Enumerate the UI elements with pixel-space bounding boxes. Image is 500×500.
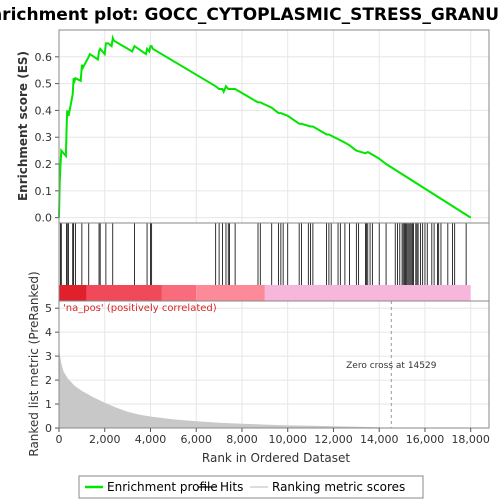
metric-tick-label: 1	[45, 398, 52, 411]
metric-tick-label: 3	[45, 350, 52, 363]
x-axis-label: Rank in Ordered Dataset	[202, 451, 350, 465]
ranking-color-bar	[59, 285, 471, 301]
es-y-label: Enrichment score (ES)	[16, 51, 30, 201]
x-tick-label: 16,000	[406, 433, 445, 446]
color-bar-segment	[161, 285, 197, 301]
es-tick-label: 0.5	[35, 78, 53, 91]
zero-cross-annotation: Zero cross at 14529	[346, 361, 437, 371]
metric-y-label: Ranked list metric (PreRanked)	[27, 271, 41, 456]
es-y-ticks: 0.0 0.1 0.2 0.3 0.4 0.5 0.6	[35, 51, 59, 225]
es-tick-label: 0.2	[35, 158, 53, 171]
metric-tick-label: 2	[45, 374, 52, 387]
es-gridlines	[58, 30, 489, 223]
metric-y-ticks: 0 1 2 3 4 5	[45, 302, 59, 435]
color-bar-segment	[264, 285, 471, 301]
metric-tick-label: 5	[45, 302, 52, 315]
x-tick-label: 12,000	[314, 433, 353, 446]
hits-panel	[58, 222, 490, 302]
metric-tick-label: 4	[45, 326, 52, 339]
es-tick-label: 0.4	[35, 104, 53, 117]
x-tick-label: 14,000	[360, 433, 399, 446]
x-tick-label: 6,000	[180, 433, 212, 446]
legend: Enrichment profile Hits Ranking metric sco…	[78, 475, 424, 499]
es-tick-label: 0.3	[35, 131, 53, 144]
metric-tick-label: 0	[45, 422, 52, 435]
es-panel: 0.0 0.1 0.2 0.3 0.4 0.5 0.6 Enrichment score (…	[16, 29, 490, 225]
color-bar-segment	[59, 285, 87, 301]
es-tick-label: 0.1	[35, 185, 53, 198]
color-bar-segment	[196, 285, 265, 301]
es-tick-label: 0.0	[35, 212, 53, 225]
x-tick-label: 8,000	[226, 433, 258, 446]
legend-item-label: Ranking metric scores	[272, 480, 405, 494]
x-tick-label: 0	[56, 433, 63, 446]
color-bar-segment	[86, 285, 162, 301]
chart-title: Enrichment plot: GOCC_CYTOPLASMIC_STRESS…	[0, 5, 500, 25]
positive-correlation-label: 'na_pos' (positively correlated)	[63, 303, 217, 314]
enrichment-profile-line	[58, 34, 472, 219]
x-ticks: 0 2,000 4,000 6,000 8,000 10,000 12,000 14,000 1…	[56, 428, 490, 446]
x-tick-label: 18,000	[451, 433, 490, 446]
metric-panel: Zero cross at 14529 'na_pos' (positively…	[27, 271, 490, 465]
legend-item-label: Hits	[220, 480, 243, 494]
x-tick-label: 4,000	[135, 433, 167, 446]
legend-item-label: Enrichment profile	[107, 480, 218, 494]
ranking-metric-area	[59, 347, 392, 428]
x-tick-label: 2,000	[89, 433, 121, 446]
es-tick-label: 0.6	[35, 51, 53, 64]
x-tick-label: 10,000	[268, 433, 307, 446]
hit-marks	[59, 223, 467, 285]
metric-frame	[58, 300, 490, 429]
